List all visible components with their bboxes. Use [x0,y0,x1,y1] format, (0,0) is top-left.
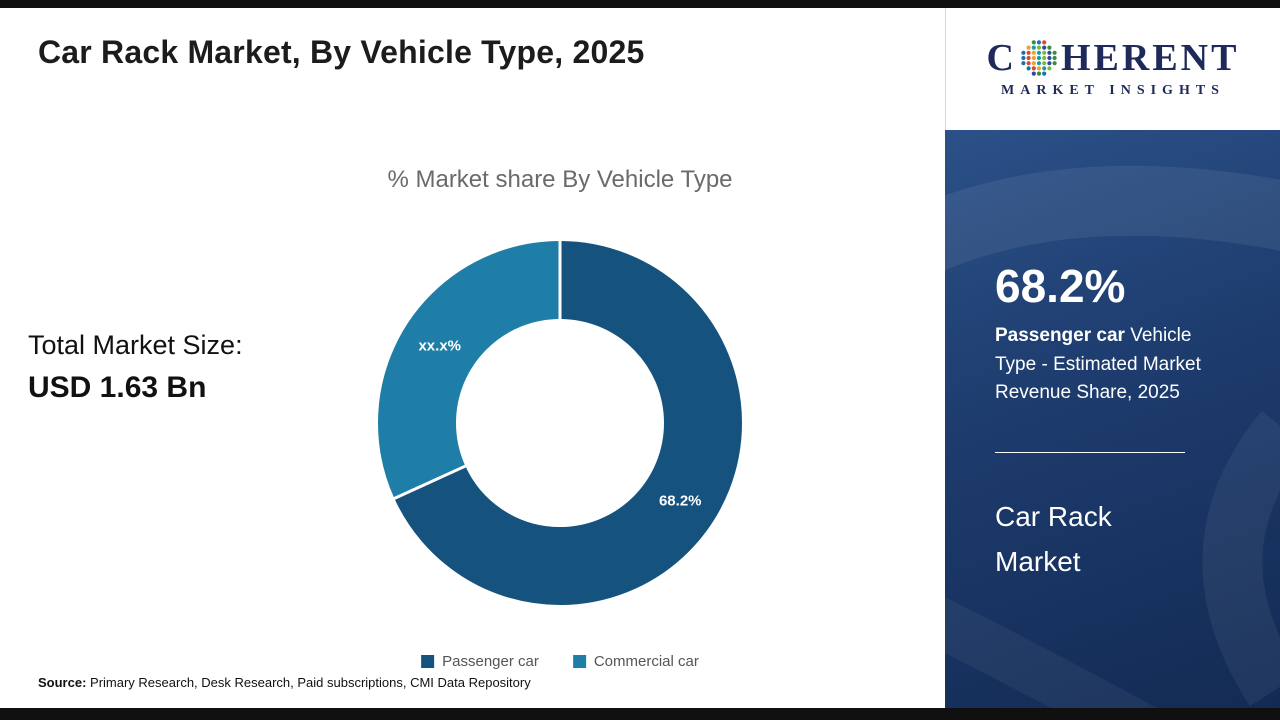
legend-label-passenger-car: Passenger car [442,653,539,670]
source-line: Source: Primary Research, Desk Research,… [38,675,531,690]
logo-text-herent: HERENT [1060,37,1240,79]
source-label: Source: [38,675,87,690]
logo-tagline: MARKET INSIGHTS [1001,83,1225,98]
svg-text:68.2%: 68.2% [659,492,702,509]
report-market-name: Car Rack Market [995,500,1112,577]
svg-text:xx.x%: xx.x% [418,338,461,355]
legend-swatch-passenger-car [421,655,435,668]
legend-item-commercial-car: Commercial car [572,653,699,670]
total-market-size-value: USD 1.63 Bn [28,371,207,404]
sidebar-decor-curves [945,165,1280,708]
logo-text-c: C [986,37,1017,79]
stat-description-highlight: Passenger car [995,325,1125,347]
main-panel: Car Rack Market, By Vehicle Type, 2025 %… [0,8,945,708]
chart-legend: Passenger car Commercial car [421,653,699,670]
bottom-border-bar [0,708,1280,720]
legend-item-passenger-car: Passenger car [421,653,539,670]
stat-description-rest: Vehicle Type - Estimated Market Revenue … [995,325,1201,404]
chart-title: % Market share By Vehicle Type [387,166,733,193]
brand-logo-box: C HERENT MARKET INSIGHTS [945,8,1280,130]
source-text: Primary Research, Desk Research, Paid su… [86,675,531,690]
total-market-size-label: Total Market Size: [28,330,243,360]
legend-swatch-commercial-car [572,655,586,668]
donut-chart-wrapper: 68.2% xx.x% [375,238,745,608]
dotted-globe-icon [1020,39,1058,77]
total-market-size-block: Total Market Size: USD 1.63 Bn [28,330,243,405]
legend-label-commercial-car: Commercial car [593,653,699,670]
stat-description: Passenger car Vehicle Type - Estimated M… [995,322,1220,408]
brand-logo: C HERENT [987,39,1240,77]
stat-value: 68.2% [995,260,1126,312]
sidebar-content: 68.2% Passenger car Vehicle Type - Estim… [945,130,1280,584]
sidebar-divider [995,451,1185,453]
highlight-sidebar: 68.2% Passenger car Vehicle Type - Estim… [945,130,1280,708]
top-border-bar [0,0,1280,8]
donut-chart: 68.2% xx.x% [378,240,742,605]
page-title: Car Rack Market, By Vehicle Type, 2025 [38,34,645,70]
